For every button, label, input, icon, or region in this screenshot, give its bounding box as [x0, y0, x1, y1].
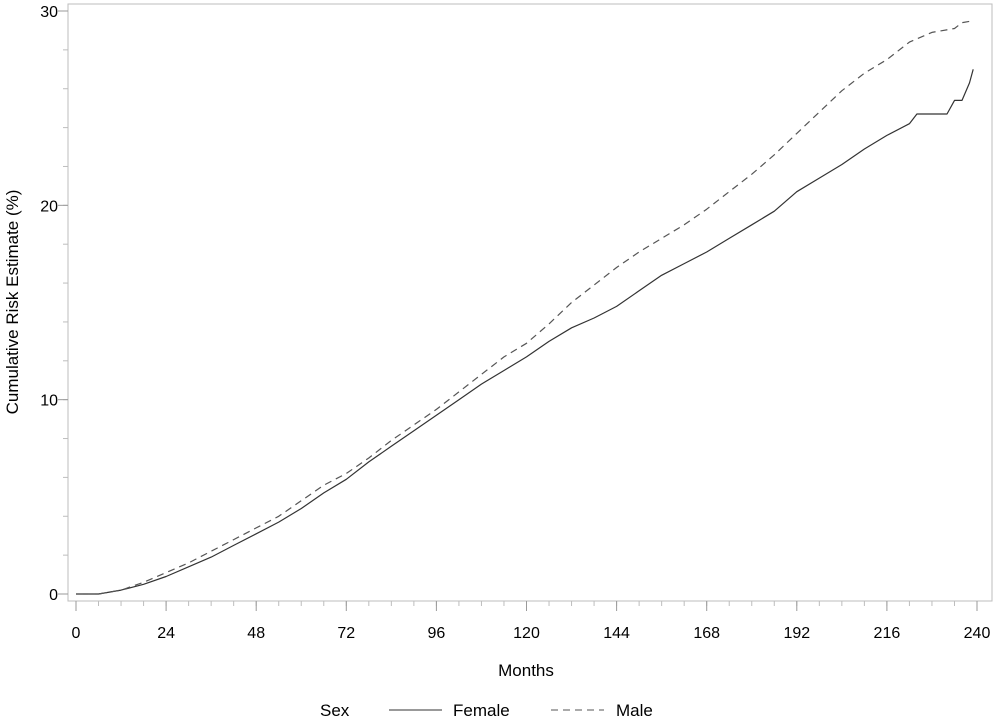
- x-tick-label: 24: [157, 625, 175, 642]
- y-tick-label: 0: [49, 587, 58, 604]
- legend-label-male: Male: [616, 701, 653, 719]
- x-axis: 0 24 48 72 96 120 144 168 192 216 240: [72, 601, 991, 642]
- x-tick-label: 96: [428, 625, 446, 642]
- y-axis: 0 10 20 30: [40, 4, 68, 604]
- y-tick-label: 20: [40, 198, 58, 215]
- x-tick-label: 144: [603, 625, 630, 642]
- legend: Sex Female Male: [320, 701, 653, 719]
- x-tick-label: 192: [783, 625, 810, 642]
- series-layer: [76, 20, 974, 595]
- series-line-female: [76, 69, 974, 595]
- y-tick-label: 10: [40, 393, 58, 410]
- legend-title: Sex: [320, 701, 350, 719]
- legend-label-female: Female: [453, 701, 510, 719]
- x-tick-label: 72: [337, 625, 355, 642]
- x-tick-label: 48: [247, 625, 265, 642]
- x-tick-label: 168: [693, 625, 720, 642]
- y-tick-label: 30: [40, 4, 58, 21]
- x-tick-label: 240: [964, 625, 991, 642]
- x-tick-label: 216: [874, 625, 901, 642]
- x-tick-label: 120: [513, 625, 540, 642]
- series-line-male: [76, 20, 974, 595]
- plot-frame: [67, 3, 993, 602]
- x-tick-label: 0: [72, 625, 81, 642]
- y-axis-title: Cumulative Risk Estimate (%): [3, 190, 22, 415]
- x-axis-title: Months: [498, 661, 554, 680]
